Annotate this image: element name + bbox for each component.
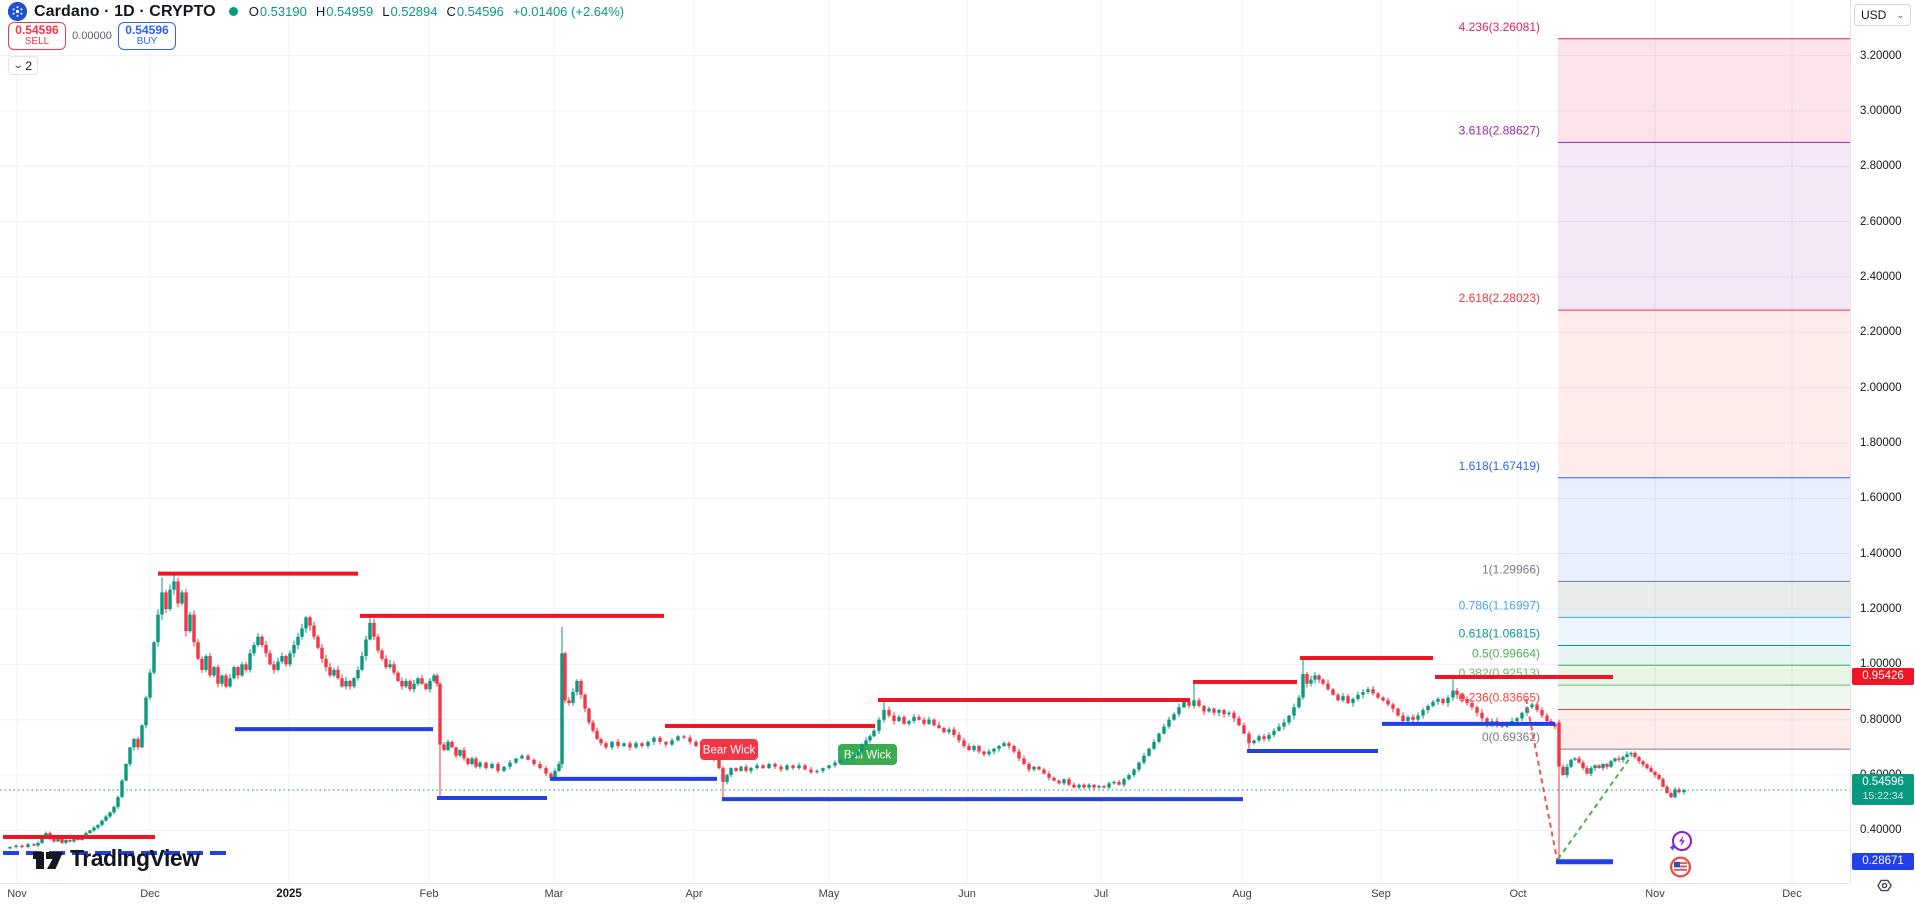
ohlc-readout: O0.53190 H0.54959 L0.52894 C0.54596 +0.0… bbox=[248, 4, 625, 19]
sell-button[interactable]: 0.54596 SELL bbox=[8, 22, 66, 50]
currency-selector[interactable]: USD ⌄ bbox=[1854, 4, 1911, 26]
time-axis-label: Mar bbox=[544, 888, 564, 900]
candles-series bbox=[8, 574, 1686, 860]
time-axis-label: Jul bbox=[1093, 888, 1109, 900]
price-axis-label: 2.80000 bbox=[1860, 160, 1902, 173]
tradingview-logo-icon bbox=[33, 852, 63, 869]
svg-text:0.5(0.99664): 0.5(0.99664) bbox=[1472, 646, 1540, 660]
time-axis[interactable]: Nov Dec 2025 Feb Mar Apr May Jun Jul Aug Sep Oct Nov… bbox=[0, 883, 1915, 906]
cardano-logo-icon bbox=[8, 2, 27, 21]
price-axis-label: 1.80000 bbox=[1860, 436, 1902, 449]
price-axis-label: 1.20000 bbox=[1860, 603, 1902, 615]
axis-corner bbox=[1850, 883, 1915, 906]
time-axis-label: Dec bbox=[140, 888, 160, 900]
price-axis-label: 0.40000 bbox=[1860, 824, 1902, 837]
svg-text:0.236(0.83665): 0.236(0.83665) bbox=[1459, 691, 1540, 705]
svg-text:0.618(1.06815): 0.618(1.06815) bbox=[1459, 626, 1540, 640]
time-axis-label: Jun bbox=[958, 888, 976, 900]
time-axis-label: Feb bbox=[419, 888, 439, 900]
object-tree-collapse-button[interactable]: ⌄ 2 bbox=[8, 56, 38, 75]
time-axis-label: Oct bbox=[1509, 888, 1527, 900]
price-axis-label: 2.60000 bbox=[1860, 215, 1902, 228]
tradingview-logo[interactable]: TradingView bbox=[33, 845, 200, 872]
time-axis-label: Dec bbox=[1782, 888, 1802, 900]
price-axis-label: 3.20000 bbox=[1860, 49, 1902, 62]
current-price-tag: 0.54596 15:22:34 bbox=[1852, 773, 1914, 805]
price-chart-canvas[interactable]: 4.236(3.26081) 3.618(2.88627) 2.618(2.2802… bbox=[0, 0, 1850, 883]
price-level-tag: 0.95426 bbox=[1852, 668, 1914, 685]
time-axis-label: Aug bbox=[1232, 888, 1252, 900]
support-resistance-lines bbox=[3, 571, 1613, 865]
svg-text:Bear Wick: Bear Wick bbox=[703, 745, 756, 757]
fib-level-labels: 4.236(3.26081) 3.618(2.88627) 2.618(2.2802… bbox=[1459, 20, 1540, 744]
svg-text:0.786(1.16997): 0.786(1.16997) bbox=[1459, 598, 1540, 612]
price-axis-label: 2.00000 bbox=[1860, 381, 1902, 394]
svg-text:1.618(1.67419): 1.618(1.67419) bbox=[1459, 459, 1540, 473]
buy-button[interactable]: 0.54596 BUY bbox=[118, 22, 176, 50]
svg-text:0(0.69362): 0(0.69362) bbox=[1482, 730, 1540, 744]
time-axis-label: Apr bbox=[685, 888, 703, 900]
time-axis-label: Nov bbox=[1645, 888, 1665, 900]
fib-extension-zones bbox=[1558, 38, 1850, 750]
svg-text:2.618(2.28023): 2.618(2.28023) bbox=[1459, 291, 1540, 305]
price-level-tag: 0.28671 bbox=[1852, 852, 1914, 870]
chevron-down-icon: ⌄ bbox=[12, 60, 25, 71]
svg-text:Bull Wick: Bull Wick bbox=[844, 750, 892, 762]
price-axis-label: 2.40000 bbox=[1860, 270, 1902, 283]
axis-settings-gear-icon[interactable] bbox=[1876, 877, 1893, 894]
trade-panel: 0.54596 SELL 0.00000 0.54596 BUY bbox=[8, 22, 176, 50]
price-axis-label: 1.40000 bbox=[1860, 547, 1902, 560]
chevron-down-icon: ⌄ bbox=[1896, 9, 1904, 20]
price-axis-label: 2.20000 bbox=[1860, 326, 1902, 339]
price-change: +0.01406 (+2.64%) bbox=[512, 4, 625, 19]
crypto-event-icon[interactable] bbox=[1668, 830, 1693, 855]
tradingview-logo-text: TradingView bbox=[70, 845, 200, 871]
annotation-labels-front: Bear Wick bbox=[700, 739, 758, 760]
svg-text:1(1.29966): 1(1.29966) bbox=[1482, 562, 1540, 576]
svg-text:3.618(2.88627): 3.618(2.88627) bbox=[1459, 123, 1540, 137]
market-status-dot bbox=[228, 7, 238, 16]
price-axis[interactable]: USD ⌄ 3.20000 3.00000 2.80000 2.60000 2.4000… bbox=[1850, 0, 1915, 883]
us-flag-event-icon[interactable] bbox=[1668, 856, 1693, 881]
svg-text:4.236(3.26081): 4.236(3.26081) bbox=[1459, 20, 1540, 34]
time-axis-label: 2025 bbox=[276, 888, 302, 900]
time-axis-label: Sep bbox=[1371, 888, 1391, 900]
time-axis-label: Nov bbox=[7, 888, 27, 900]
price-axis-label: 1.60000 bbox=[1860, 492, 1902, 505]
event-markers bbox=[1668, 830, 1698, 882]
price-axis-label: 1.00000 bbox=[1860, 658, 1902, 671]
symbol-legend[interactable]: Cardano · 1D · CRYPTO O0.53190 H0.54959 … bbox=[8, 2, 624, 21]
annotation-labels-back: Bull Wick bbox=[838, 744, 897, 765]
price-axis-label: 3.00000 bbox=[1860, 104, 1902, 117]
spread-value: 0.00000 bbox=[72, 30, 112, 42]
price-axis-label: 0.80000 bbox=[1860, 713, 1902, 726]
projection-dashed-lines bbox=[1525, 698, 1633, 860]
symbol-title[interactable]: Cardano · 1D · CRYPTO bbox=[34, 2, 216, 20]
time-axis-label: May bbox=[818, 888, 840, 900]
